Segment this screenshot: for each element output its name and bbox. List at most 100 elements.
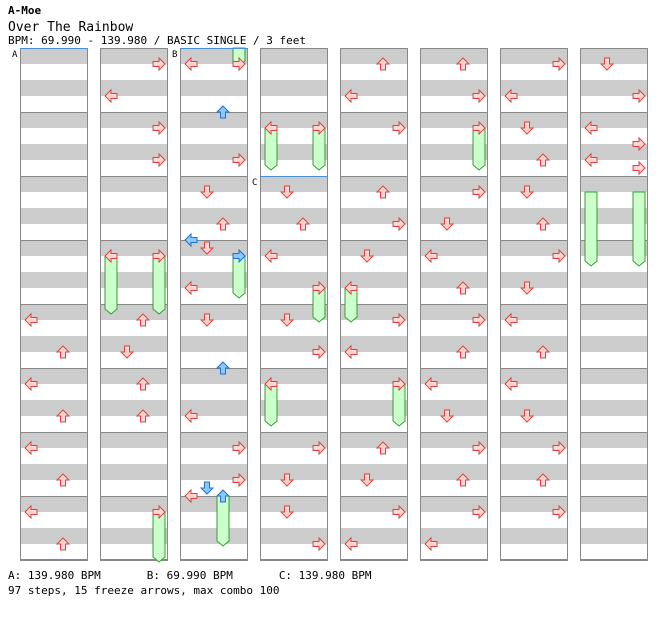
beat-stripe: [420, 240, 488, 256]
step-arrow-left: [184, 488, 198, 504]
beat-stripe: [180, 48, 248, 64]
beat-stripe: [340, 176, 408, 192]
column-border: [420, 48, 488, 560]
step-arrow-down: [599, 57, 615, 71]
beat-stripe: [180, 112, 248, 128]
step-arrow-right: [392, 120, 406, 136]
beat-stripe: [100, 496, 168, 512]
beat-stripe: [340, 208, 408, 224]
beat-stripe: [500, 176, 568, 192]
step-arrow-left: [504, 312, 518, 328]
beat-stripe: [20, 48, 88, 64]
step-arrow-up: [135, 377, 151, 391]
step-arrow-right: [152, 56, 166, 72]
beat-stripe: [20, 112, 88, 128]
step-arrow-right: [472, 184, 486, 200]
step-arrow-up: [455, 473, 471, 487]
beat-stripe: [500, 464, 568, 480]
step-arrow-down: [519, 409, 535, 423]
beat-stripe: [180, 528, 248, 544]
beat-stripe: [20, 144, 88, 160]
step-arrow-up: [215, 105, 231, 119]
beat-stripe: [580, 272, 648, 288]
beat-stripe: [580, 528, 648, 544]
step-arrow-left: [504, 88, 518, 104]
step-arrow-right: [312, 120, 326, 136]
beat-stripe: [580, 336, 648, 352]
bpm-section-label: B: [172, 50, 177, 60]
step-arrow-right: [152, 504, 166, 520]
step-arrow-left: [344, 280, 358, 296]
step-arrow-up: [55, 473, 71, 487]
beat-stripe: [340, 272, 408, 288]
step-arrow-up: [295, 217, 311, 231]
beat-stripe: [420, 144, 488, 160]
beat-stripe: [260, 176, 328, 192]
step-arrow-right: [552, 504, 566, 520]
step-arrow-right: [312, 536, 326, 552]
beat-stripe: [420, 368, 488, 384]
step-arrow-right: [472, 312, 486, 328]
beat-stripe: [580, 432, 648, 448]
step-arrow-down: [199, 185, 215, 199]
beat-stripe: [20, 528, 88, 544]
beat-stripe: [100, 368, 168, 384]
beat-stripe: [500, 240, 568, 256]
beat-stripe: [260, 304, 328, 320]
step-arrow-right: [232, 440, 246, 456]
step-arrow-left: [24, 504, 38, 520]
step-arrow-right: [632, 88, 646, 104]
beat-stripe: [500, 208, 568, 224]
beat-stripe: [260, 48, 328, 64]
beat-stripe: [340, 432, 408, 448]
beat-stripe: [20, 496, 88, 512]
step-arrow-left: [344, 88, 358, 104]
beat-stripe: [20, 368, 88, 384]
beat-stripe: [500, 336, 568, 352]
step-arrow-up: [55, 409, 71, 423]
step-arrow-up: [55, 345, 71, 359]
step-arrow-right: [392, 376, 406, 392]
beat-stripe: [420, 464, 488, 480]
beat-stripe: [580, 112, 648, 128]
beat-stripe: [580, 176, 648, 192]
step-arrow-right: [152, 120, 166, 136]
step-arrow-up: [375, 57, 391, 71]
step-arrow-right: [472, 88, 486, 104]
step-arrow-left: [424, 536, 438, 552]
step-arrow-right: [632, 136, 646, 152]
beat-stripe: [420, 176, 488, 192]
beat-stripe: [20, 432, 88, 448]
step-arrow-right: [472, 440, 486, 456]
step-arrow-left: [264, 248, 278, 264]
beat-stripe: [580, 144, 648, 160]
beat-stripe: [580, 496, 648, 512]
beat-stripe: [20, 400, 88, 416]
beat-stripe: [420, 304, 488, 320]
beat-stripe: [260, 208, 328, 224]
beat-stripe: [580, 304, 648, 320]
beat-stripe: [260, 336, 328, 352]
step-arrow-right: [392, 504, 406, 520]
beat-stripe: [500, 272, 568, 288]
step-arrow-left: [184, 280, 198, 296]
step-arrow-right: [232, 152, 246, 168]
step-arrow-left: [344, 344, 358, 360]
beat-stripe: [580, 400, 648, 416]
step-arrow-left: [184, 408, 198, 424]
step-arrow-left: [104, 88, 118, 104]
beat-stripe: [20, 464, 88, 480]
beat-stripe: [420, 528, 488, 544]
beat-stripe: [100, 432, 168, 448]
beat-stripe: [260, 464, 328, 480]
beat-stripe: [100, 240, 168, 256]
beat-stripe: [260, 496, 328, 512]
step-arrow-down: [279, 185, 295, 199]
column-border: [500, 48, 568, 560]
step-arrow-right: [632, 160, 646, 176]
step-stats: 97 steps, 15 freeze arrows, max combo 10…: [8, 584, 280, 597]
step-arrow-right: [312, 344, 326, 360]
step-arrow-down: [279, 313, 295, 327]
beat-stripe: [260, 240, 328, 256]
song-title: Over The Rainbow: [8, 20, 134, 35]
